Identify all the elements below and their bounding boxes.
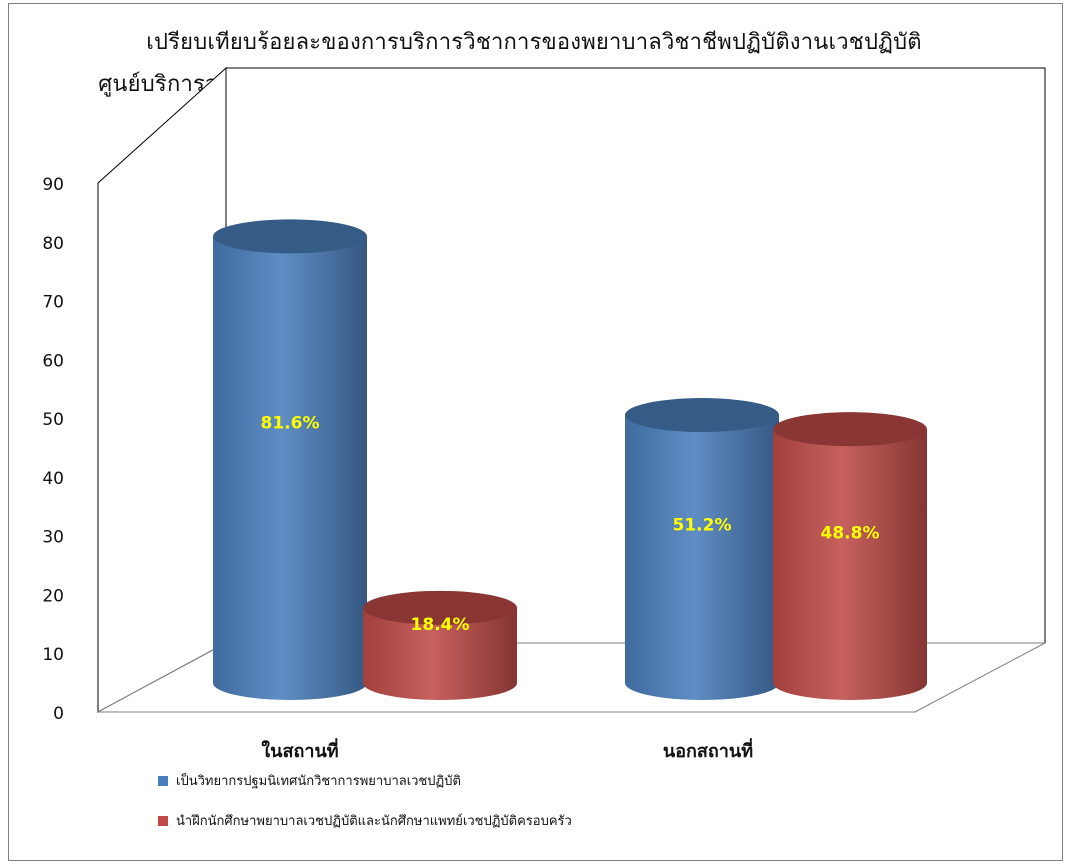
y-tick-label: 60: [42, 351, 64, 371]
bar-2-2: [773, 412, 927, 700]
data-label: 81.6%: [261, 413, 320, 433]
bar-top: [773, 412, 927, 447]
y-tick-label: 30: [42, 528, 64, 548]
bar-body: [213, 236, 367, 700]
y-tick-label: 40: [42, 469, 64, 489]
legend-item-series-2: นำฝึกนักศึกษาพยาบาลเวชปฏิบัติและนักศึกษา…: [158, 810, 572, 831]
bar-body: [773, 429, 927, 700]
bar-body: [363, 607, 517, 700]
legend-swatch-series-2: [158, 816, 168, 826]
x-tick-label: นอกสถานที่: [663, 738, 753, 762]
y-tick-label: 10: [42, 645, 64, 665]
data-label: 18.4%: [411, 615, 470, 635]
data-label: 51.2%: [673, 515, 732, 535]
legend-item-series-1: เป็นวิทยากรปฐมนิเทศนักวิชาการพยาบาลเวชปฏ…: [158, 770, 461, 791]
y-tick-label: 50: [42, 410, 64, 430]
bar-body: [625, 415, 779, 700]
bar-top: [213, 219, 367, 254]
x-tick-label: ในสถานที่: [261, 738, 338, 762]
bar-2-1: [363, 590, 517, 700]
bar-top: [625, 398, 779, 433]
y-tick-label: 80: [42, 234, 64, 254]
side-wall: [97, 66, 227, 713]
y-tick-label: 70: [42, 293, 64, 313]
legend-label-series-1: เป็นวิทยากรปฐมนิเทศนักวิชาการพยาบาลเวชปฏ…: [176, 774, 461, 789]
bars: [213, 219, 927, 700]
y-tick-label: 90: [42, 175, 64, 195]
data-labels: 81.6% 51.2% 18.4% 48.8%: [261, 413, 880, 635]
y-tick-label: 0: [53, 704, 64, 724]
y-axis: 0 10 20 30 40 50 60 70 80 90: [42, 175, 64, 724]
y-tick-label: 20: [42, 586, 64, 606]
data-label: 48.8%: [821, 523, 880, 543]
legend-label-series-2: นำฝึกนักศึกษาพยาบาลเวชปฏิบัติและนักศึกษา…: [176, 814, 572, 829]
bar-1-2: [625, 398, 779, 700]
bar-1-1: [213, 219, 367, 700]
legend-swatch-series-1: [158, 776, 168, 786]
x-axis: ในสถานที่ นอกสถานที่: [261, 738, 753, 762]
bar-top: [363, 590, 517, 625]
chart-title: เปรียบเทียบร้อยละของการบริการวิชาการของพ…: [146, 30, 922, 55]
